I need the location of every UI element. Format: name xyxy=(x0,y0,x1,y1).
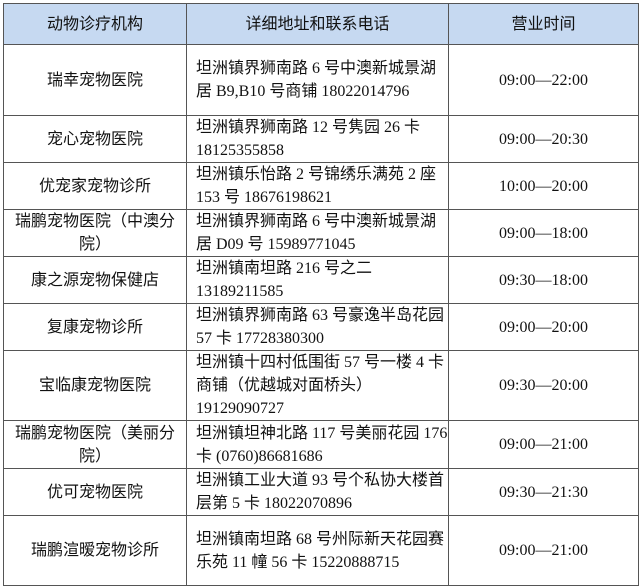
clinic-hours: 09:00—20:30 xyxy=(448,115,639,163)
clinic-address: 坦洲镇南坦路 216 号之二 13189211585 xyxy=(186,256,449,304)
table-row: 瑞幸宠物医院 坦洲镇界狮南路 6 号中澳新城景湖居 B9,B10 号商铺 1802… xyxy=(3,44,639,116)
clinic-address: 坦洲镇十四村低围街 57 号一楼 4 卡商铺（优越城对面桥头）191290907… xyxy=(186,350,449,421)
table-row: 瑞鹏宠物医院（美丽分院） 坦洲镇坦神北路 117 号美丽花园 176 卡 (076… xyxy=(3,420,639,469)
clinic-address: 坦洲镇界狮南路 6 号中澳新城景湖居 B9,B10 号商铺 1802201479… xyxy=(186,44,449,116)
clinic-address: 坦洲镇界狮南路 63 号豪逸半岛花园 57 卡 17728380300 xyxy=(186,303,449,351)
clinic-name: 康之源宠物保健店 xyxy=(3,256,187,304)
clinic-hours: 09:00—20:00 xyxy=(448,303,639,351)
clinic-hours: 09:00—22:00 xyxy=(448,44,639,116)
clinic-hours: 09:30—18:00 xyxy=(448,256,639,304)
header-address: 详细地址和联系电话 xyxy=(186,3,449,45)
clinic-address: 坦洲镇南坦路 68 号州际新天花园赛乐苑 11 幢 56 卡 152208887… xyxy=(186,515,449,586)
clinic-hours: 09:00—21:00 xyxy=(448,420,639,469)
table-row: 宠心宠物医院 坦洲镇界狮南路 12 号隽园 26 卡 18125355858 09:… xyxy=(3,115,639,163)
header-hours: 营业时间 xyxy=(448,3,639,45)
clinic-address: 坦洲镇乐怡路 2 号锦绣乐满苑 2 座 153 号 18676198621 xyxy=(186,162,449,210)
table-row: 复康宠物诊所 坦洲镇界狮南路 63 号豪逸半岛花园 57 卡 1772838030… xyxy=(3,303,639,351)
clinic-address: 坦洲镇界狮南路 6 号中澳新城景湖居 D09 号 15989771045 xyxy=(186,209,449,257)
clinic-hours: 10:00—20:00 xyxy=(448,162,639,210)
clinic-name: 瑞幸宠物医院 xyxy=(3,44,187,116)
clinic-hours: 09:00—21:00 xyxy=(448,515,639,586)
clinic-name: 宠心宠物医院 xyxy=(3,115,187,163)
clinic-name: 宝临康宠物医院 xyxy=(3,350,187,421)
table-row: 宝临康宠物医院 坦洲镇十四村低围街 57 号一楼 4 卡商铺（优越城对面桥头）19… xyxy=(3,350,639,421)
clinic-name: 瑞鹏宠物医院（中澳分院） xyxy=(3,209,187,257)
clinic-hours: 09:00—18:00 xyxy=(448,209,639,257)
clinic-name: 瑞鹏宠物医院（美丽分院） xyxy=(3,420,187,469)
clinic-name: 瑞鹏渲暧宠物诊所 xyxy=(3,515,187,586)
table-row: 瑞鹏渲暧宠物诊所 坦洲镇南坦路 68 号州际新天花园赛乐苑 11 幢 56 卡 1… xyxy=(3,515,639,586)
clinic-name: 复康宠物诊所 xyxy=(3,303,187,351)
clinic-hours: 09:30—20:00 xyxy=(448,350,639,421)
clinic-hours: 09:30—21:30 xyxy=(448,468,639,516)
clinic-name: 优宠家宠物诊所 xyxy=(3,162,187,210)
clinic-table: 动物诊疗机构 详细地址和联系电话 营业时间 瑞幸宠物医院 坦洲镇界狮南路 6 号中… xyxy=(3,3,639,586)
table-row: 瑞鹏宠物医院（中澳分院） 坦洲镇界狮南路 6 号中澳新城景湖居 D09 号 159… xyxy=(3,209,639,257)
clinic-name: 优可宠物医院 xyxy=(3,468,187,516)
header-clinic: 动物诊疗机构 xyxy=(3,3,187,45)
clinic-address: 坦洲镇工业大道 93 号个私协大楼首层第 5 卡 18022070896 xyxy=(186,468,449,516)
header-row: 动物诊疗机构 详细地址和联系电话 营业时间 xyxy=(3,3,639,45)
clinic-address: 坦洲镇界狮南路 12 号隽园 26 卡 18125355858 xyxy=(186,115,449,163)
table-row: 康之源宠物保健店 坦洲镇南坦路 216 号之二 13189211585 09:30—… xyxy=(3,256,639,304)
table-row: 优可宠物医院 坦洲镇工业大道 93 号个私协大楼首层第 5 卡 180220708… xyxy=(3,468,639,516)
clinic-address: 坦洲镇坦神北路 117 号美丽花园 176 卡 (0760)86681686 xyxy=(186,420,449,469)
table-row: 优宠家宠物诊所 坦洲镇乐怡路 2 号锦绣乐满苑 2 座 153 号 1867619… xyxy=(3,162,639,210)
